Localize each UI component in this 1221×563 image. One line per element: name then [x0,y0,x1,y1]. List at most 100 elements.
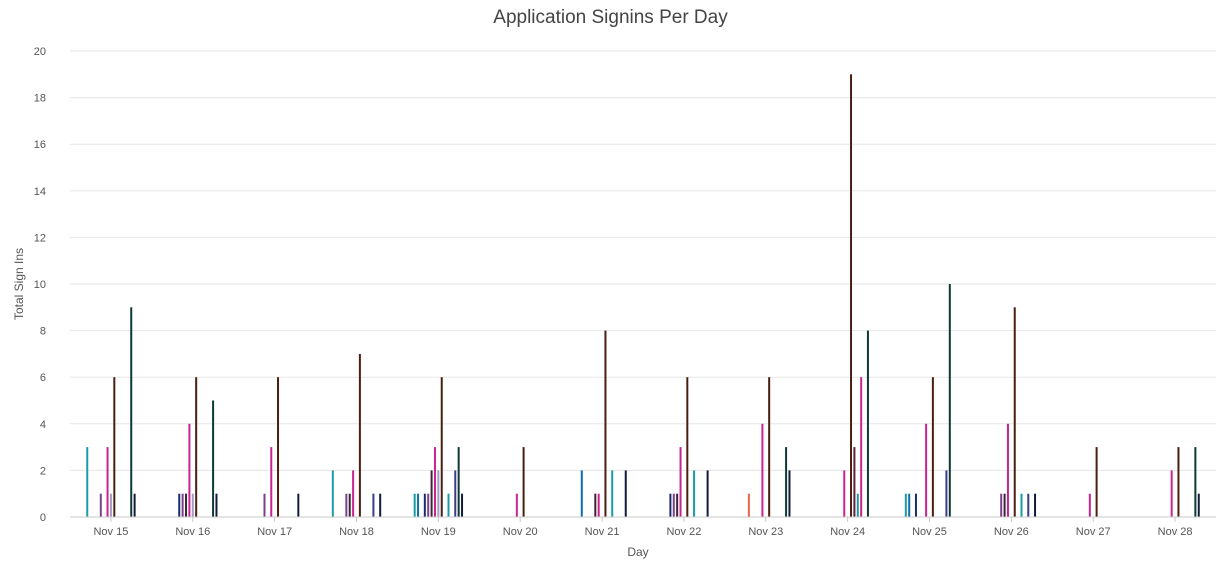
bar[interactable] [624,470,627,517]
bar[interactable] [931,377,934,517]
bar[interactable] [914,493,917,517]
bar[interactable] [679,447,682,517]
bar[interactable] [413,493,416,517]
bar[interactable] [440,377,443,517]
bar[interactable] [866,330,869,517]
bar[interactable] [130,307,133,517]
bar[interactable] [1020,493,1023,517]
bar[interactable] [1034,493,1037,517]
bar[interactable] [185,493,188,517]
bar[interactable] [1177,447,1180,517]
bar[interactable] [430,470,433,517]
bar[interactable] [1088,493,1091,517]
bar[interactable] [1013,307,1016,517]
bar[interactable] [86,447,89,517]
bar[interactable] [925,423,928,517]
bar[interactable] [1194,447,1197,517]
bar[interactable] [945,470,948,517]
bar[interactable] [379,493,382,517]
y-tick-label: 12 [34,232,46,244]
bar[interactable] [594,493,597,517]
bar[interactable] [358,353,361,517]
bar[interactable] [515,493,518,517]
bar[interactable] [447,493,450,517]
bar[interactable] [109,493,112,517]
bar[interactable] [768,377,771,517]
bar[interactable] [427,493,430,517]
bar[interactable] [860,377,863,517]
bar[interactable] [1006,423,1009,517]
bar[interactable] [113,377,116,517]
bar[interactable] [212,400,215,518]
bar[interactable] [904,493,907,517]
bar[interactable] [297,493,300,517]
y-axis-ticks: 0 2 4 6 8 10 12 14 16 18 20 [34,46,46,524]
bar[interactable] [191,493,194,517]
y-tick-label: 0 [40,512,46,524]
bar[interactable] [372,493,375,517]
bar[interactable] [948,284,951,517]
bar[interactable] [277,377,280,517]
bar[interactable] [433,447,436,517]
bar[interactable] [788,470,791,517]
bar[interactable] [908,493,911,517]
bar[interactable] [454,470,457,517]
x-tick-label: Nov 17 [257,526,292,538]
bar[interactable] [263,493,266,517]
bar[interactable] [215,493,218,517]
bar[interactable] [1000,493,1003,517]
bar[interactable] [1170,470,1173,517]
bar[interactable] [676,493,679,517]
bar[interactable] [522,447,525,517]
bar[interactable] [181,493,184,517]
x-tick-label: Nov 22 [666,526,701,538]
bar[interactable] [345,493,348,517]
bar[interactable] [417,493,420,517]
y-tick-label: 10 [34,279,46,291]
y-tick-label: 20 [34,46,46,58]
bar[interactable] [686,377,689,517]
bar[interactable] [352,470,355,517]
y-tick-label: 6 [40,372,46,384]
bar[interactable] [1003,493,1006,517]
y-tick-label: 14 [34,186,46,198]
bar[interactable] [178,493,181,517]
bar[interactable] [423,493,426,517]
bar[interactable] [1197,493,1200,517]
bar[interactable] [843,470,846,517]
x-tick-label: Nov 25 [912,526,947,538]
bar[interactable] [437,470,440,517]
bar[interactable] [188,423,191,517]
bar[interactable] [693,470,696,517]
bar[interactable] [1027,493,1030,517]
bar[interactable] [580,470,583,517]
x-tick-label: Nov 20 [503,526,538,538]
bar[interactable] [1095,447,1098,517]
bar[interactable] [669,493,672,517]
bar[interactable] [604,330,607,517]
bar[interactable] [747,493,750,517]
bar[interactable] [270,447,273,517]
bar[interactable] [850,74,853,518]
bar[interactable] [133,493,136,517]
bar[interactable] [611,470,614,517]
bar[interactable] [785,447,788,517]
x-tick-label: Nov 18 [339,526,374,538]
bar[interactable] [706,470,709,517]
y-tick-label: 4 [40,419,46,431]
bar[interactable] [461,493,464,517]
bar[interactable] [99,493,102,517]
bar[interactable] [457,447,460,517]
bar[interactable] [672,493,675,517]
bar[interactable] [331,470,334,517]
bar[interactable] [597,493,600,517]
bar[interactable] [348,493,351,517]
bar[interactable] [853,447,856,517]
bar[interactable] [761,423,764,517]
y-tick-label: 18 [34,93,46,105]
bar[interactable] [195,377,198,517]
bar[interactable] [856,493,859,517]
bar[interactable] [106,447,109,517]
